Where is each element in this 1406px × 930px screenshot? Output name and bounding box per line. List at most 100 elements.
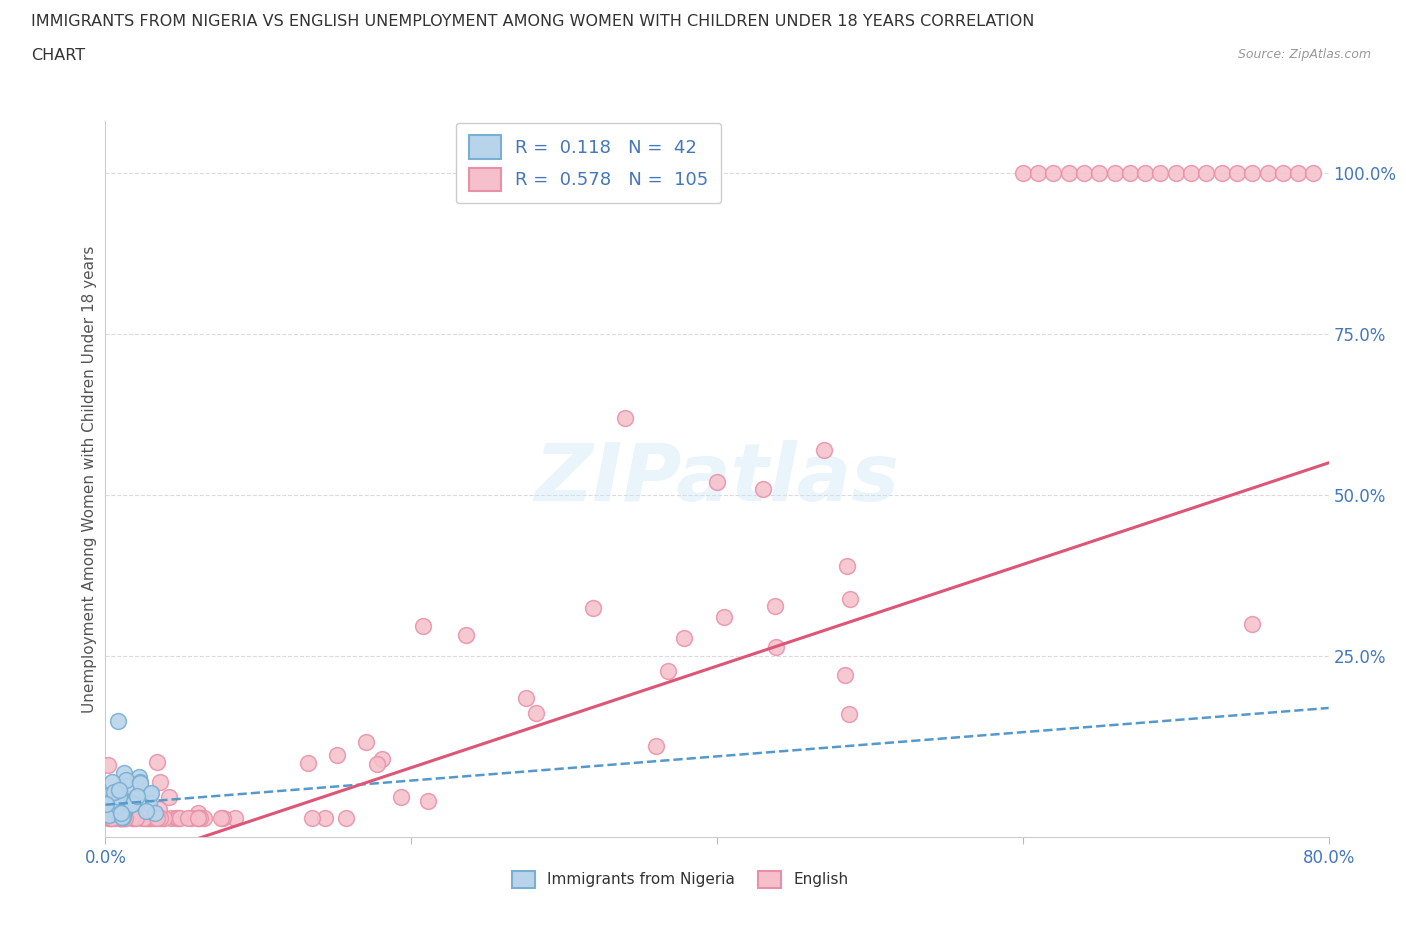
Point [389, 790, 412, 804]
Point [673, 631, 696, 645]
Point [108, 810, 131, 825]
Point [107, 713, 129, 728]
Point [645, 738, 668, 753]
Point [187, 810, 209, 825]
Point [134, 810, 156, 825]
Point [112, 790, 135, 805]
Point [139, 786, 162, 801]
Y-axis label: Unemployment Among Women with Children Under 18 years: Unemployment Among Women with Children U… [82, 246, 97, 712]
Point [110, 810, 132, 825]
Point [121, 795, 143, 810]
Point [813, 443, 835, 458]
Point [143, 810, 166, 825]
Point [114, 810, 136, 825]
Point [1180, 165, 1202, 179]
Point [139, 810, 162, 825]
Point [108, 810, 131, 825]
Point [713, 609, 735, 624]
Point [100, 790, 122, 804]
Point [838, 707, 860, 722]
Point [96, 810, 118, 825]
Point [1088, 165, 1111, 179]
Point [1133, 165, 1156, 179]
Point [145, 754, 167, 769]
Point [125, 810, 148, 825]
Point [107, 810, 129, 825]
Point [121, 797, 143, 812]
Point [121, 810, 143, 825]
Point [138, 787, 160, 802]
Point [157, 790, 180, 804]
Point [139, 810, 162, 825]
Point [124, 810, 146, 825]
Point [121, 810, 143, 825]
Point [834, 668, 856, 683]
Point [111, 810, 134, 825]
Point [1271, 165, 1294, 179]
Point [104, 810, 127, 825]
Point [752, 481, 775, 496]
Point [1302, 165, 1324, 179]
Point [1226, 165, 1249, 179]
Text: CHART: CHART [31, 48, 84, 63]
Point [100, 810, 122, 825]
Point [121, 796, 143, 811]
Point [146, 810, 169, 825]
Point [107, 799, 129, 814]
Point [110, 810, 132, 825]
Text: IMMIGRANTS FROM NIGERIA VS ENGLISH UNEMPLOYMENT AMONG WOMEN WITH CHILDREN UNDER : IMMIGRANTS FROM NIGERIA VS ENGLISH UNEMP… [31, 14, 1035, 29]
Point [108, 810, 131, 825]
Point [114, 778, 136, 793]
Point [100, 810, 122, 825]
Point [98, 807, 121, 822]
Point [138, 795, 160, 810]
Point [136, 810, 159, 825]
Point [110, 806, 132, 821]
Point [1057, 165, 1080, 179]
Point [110, 810, 132, 825]
Point [657, 663, 679, 678]
Point [165, 810, 187, 825]
Point [335, 810, 357, 825]
Point [1073, 165, 1095, 179]
Point [98, 788, 121, 803]
Point [212, 810, 235, 825]
Point [114, 810, 136, 825]
Point [122, 809, 145, 824]
Point [354, 735, 377, 750]
Point [129, 776, 152, 790]
Point [456, 628, 478, 643]
Point [301, 810, 323, 825]
Point [107, 782, 129, 797]
Point [98, 810, 121, 825]
Point [103, 801, 125, 816]
Point [1195, 165, 1218, 179]
Point [107, 790, 129, 804]
Point [187, 805, 209, 820]
Point [105, 804, 128, 818]
Point [839, 591, 862, 606]
Point [1241, 165, 1264, 179]
Point [169, 810, 191, 825]
Point [1241, 617, 1264, 631]
Point [108, 808, 131, 823]
Point [96, 757, 118, 772]
Point [108, 798, 131, 813]
Point [103, 792, 125, 807]
Point [209, 810, 232, 825]
Point [138, 810, 160, 825]
Point [188, 810, 211, 825]
Point [1026, 165, 1049, 179]
Point [135, 810, 157, 825]
Point [180, 810, 202, 825]
Point [524, 705, 547, 720]
Point [112, 804, 135, 819]
Text: Source: ZipAtlas.com: Source: ZipAtlas.com [1237, 48, 1371, 61]
Point [1042, 165, 1064, 179]
Point [706, 474, 728, 489]
Point [1211, 165, 1233, 179]
Point [366, 757, 388, 772]
Point [143, 805, 166, 820]
Point [1164, 165, 1187, 179]
Legend: Immigrants from Nigeria, English: Immigrants from Nigeria, English [506, 865, 855, 894]
